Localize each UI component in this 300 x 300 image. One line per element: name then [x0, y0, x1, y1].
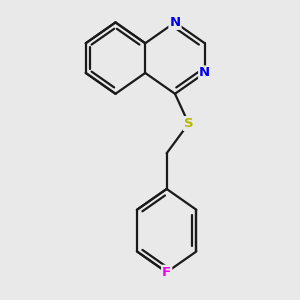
Text: S: S: [184, 117, 194, 130]
Text: F: F: [162, 266, 171, 279]
Text: N: N: [169, 16, 181, 29]
Text: N: N: [199, 67, 210, 80]
